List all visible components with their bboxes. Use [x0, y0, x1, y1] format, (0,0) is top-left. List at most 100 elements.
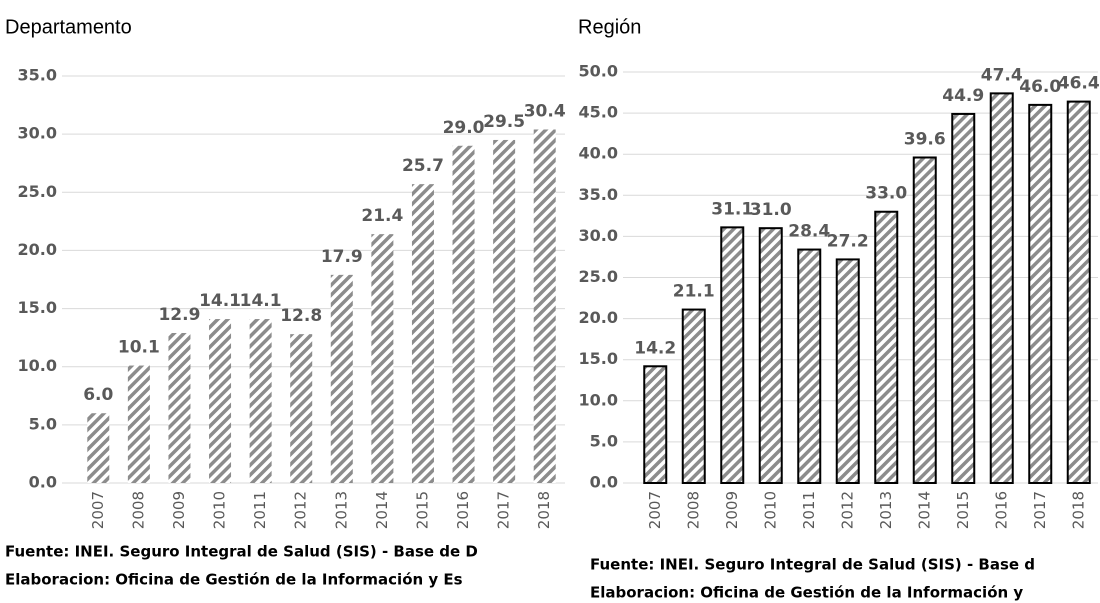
value-label: 10.1	[118, 338, 160, 358]
y-tick-label: 10.0	[579, 390, 618, 409]
source-note: Fuente: INEI. Seguro Integral de Salud (…	[590, 556, 1035, 574]
x-tick-label: 2012	[292, 491, 310, 529]
bar	[330, 274, 353, 483]
bar	[371, 234, 394, 483]
value-label: 44.9	[942, 86, 984, 106]
value-label: 12.9	[158, 305, 200, 325]
x-tick-label: 2017	[495, 491, 513, 529]
bar	[912, 156, 937, 484]
x-tick-label: 2014	[373, 491, 391, 529]
y-tick-label: 5.0	[29, 414, 57, 433]
value-label: 25.7	[402, 156, 444, 176]
y-tick-label: 0.0	[29, 473, 57, 492]
bar	[758, 227, 783, 484]
x-tick-label: 2015	[954, 491, 972, 529]
value-label: 14.1	[199, 291, 241, 311]
x-tick-label: 2013	[877, 491, 895, 529]
bar	[1066, 100, 1091, 484]
y-tick-label: 20.0	[579, 308, 618, 327]
value-label: 27.2	[827, 231, 869, 251]
bar	[168, 332, 191, 483]
value-label: 17.9	[321, 247, 363, 267]
source-notes: Fuente: INEI. Seguro Integral de Salud (…	[5, 543, 478, 589]
x-tick-label: 2018	[1069, 491, 1087, 529]
bar	[87, 413, 110, 483]
bar	[797, 248, 822, 484]
y-tick-label: 5.0	[590, 431, 618, 450]
bar	[835, 258, 860, 484]
value-label: 6.0	[83, 385, 113, 405]
y-tick-label: 20.0	[18, 240, 57, 259]
value-label: 28.4	[788, 222, 830, 242]
value-label: 21.1	[673, 282, 715, 302]
bar	[643, 365, 668, 484]
y-tick-label: 10.0	[18, 356, 57, 375]
y-tick-label: 35.0	[579, 185, 618, 204]
bar	[411, 184, 434, 483]
x-tick-label: 2008	[129, 491, 147, 529]
y-tick-label: 15.0	[579, 349, 618, 368]
x-tick-label: 2017	[1031, 491, 1049, 529]
y-tick-label: 30.0	[579, 226, 618, 245]
x-tick-label: 2015	[413, 491, 431, 529]
y-tick-label: 50.0	[579, 62, 618, 81]
x-tick-label: 2016	[992, 491, 1010, 529]
x-tick-label: 2011	[800, 491, 818, 529]
value-label: 31.1	[711, 199, 753, 219]
x-tick-label: 2010	[211, 491, 229, 529]
y-tick-label: 25.0	[18, 182, 57, 201]
x-tick-label: 2009	[723, 491, 741, 529]
x-tick-label: 2008	[684, 491, 702, 529]
value-label: 30.4	[524, 101, 566, 121]
y-tick-label: 45.0	[579, 103, 618, 122]
bar	[720, 226, 745, 484]
x-tick-label: 2018	[535, 491, 553, 529]
y-tick-label: 25.0	[579, 267, 618, 286]
bar	[533, 129, 556, 483]
bar	[290, 334, 313, 483]
value-label: 39.6	[904, 129, 946, 149]
source-notes: Fuente: INEI. Seguro Integral de Salud (…	[590, 556, 1035, 602]
x-tick-label: 2013	[332, 491, 350, 529]
x-tick-label: 2007	[646, 491, 664, 529]
bar	[951, 112, 976, 484]
y-tick-label: 35.0	[18, 66, 57, 85]
chart-title: Región	[578, 16, 641, 38]
y-tick-label: 0.0	[590, 473, 618, 492]
bar	[989, 92, 1014, 484]
y-tick-label: 15.0	[18, 298, 57, 317]
bar	[1028, 103, 1053, 484]
x-tick-label: 2012	[838, 491, 856, 529]
value-label: 21.4	[361, 206, 403, 226]
value-label: 14.2	[634, 338, 676, 358]
x-tick-label: 2011	[251, 491, 269, 529]
value-label: 29.0	[443, 118, 485, 138]
source-note: Fuente: INEI. Seguro Integral de Salud (…	[5, 543, 478, 561]
x-tick-label: 2014	[915, 491, 933, 529]
bar	[681, 308, 706, 485]
value-label: 14.1	[240, 291, 282, 311]
value-label: 46.4	[1058, 74, 1100, 94]
bar	[874, 210, 899, 485]
source-note: Elaboracion: Oficina de Gestión de la In…	[5, 571, 463, 589]
value-label: 46.0	[1019, 77, 1061, 97]
bar	[209, 319, 232, 483]
x-tick-label: 2010	[761, 491, 779, 529]
value-label: 47.4	[981, 65, 1023, 85]
value-label: 29.5	[483, 112, 525, 132]
y-tick-label: 30.0	[18, 124, 57, 143]
y-tick-label: 40.0	[579, 144, 618, 163]
value-label: 33.0	[865, 184, 907, 204]
chart-title: Departamento	[5, 16, 132, 38]
x-tick-label: 2009	[170, 491, 188, 529]
bar	[127, 365, 150, 483]
x-tick-label: 2007	[89, 491, 107, 529]
source-note: Elaboracion: Oficina de Gestión de la In…	[590, 584, 1023, 602]
bar	[452, 145, 475, 483]
value-label: 12.8	[280, 306, 322, 326]
value-label: 31.0	[750, 200, 792, 220]
bar	[493, 139, 516, 483]
x-tick-label: 2016	[454, 491, 472, 529]
bar	[249, 319, 272, 483]
